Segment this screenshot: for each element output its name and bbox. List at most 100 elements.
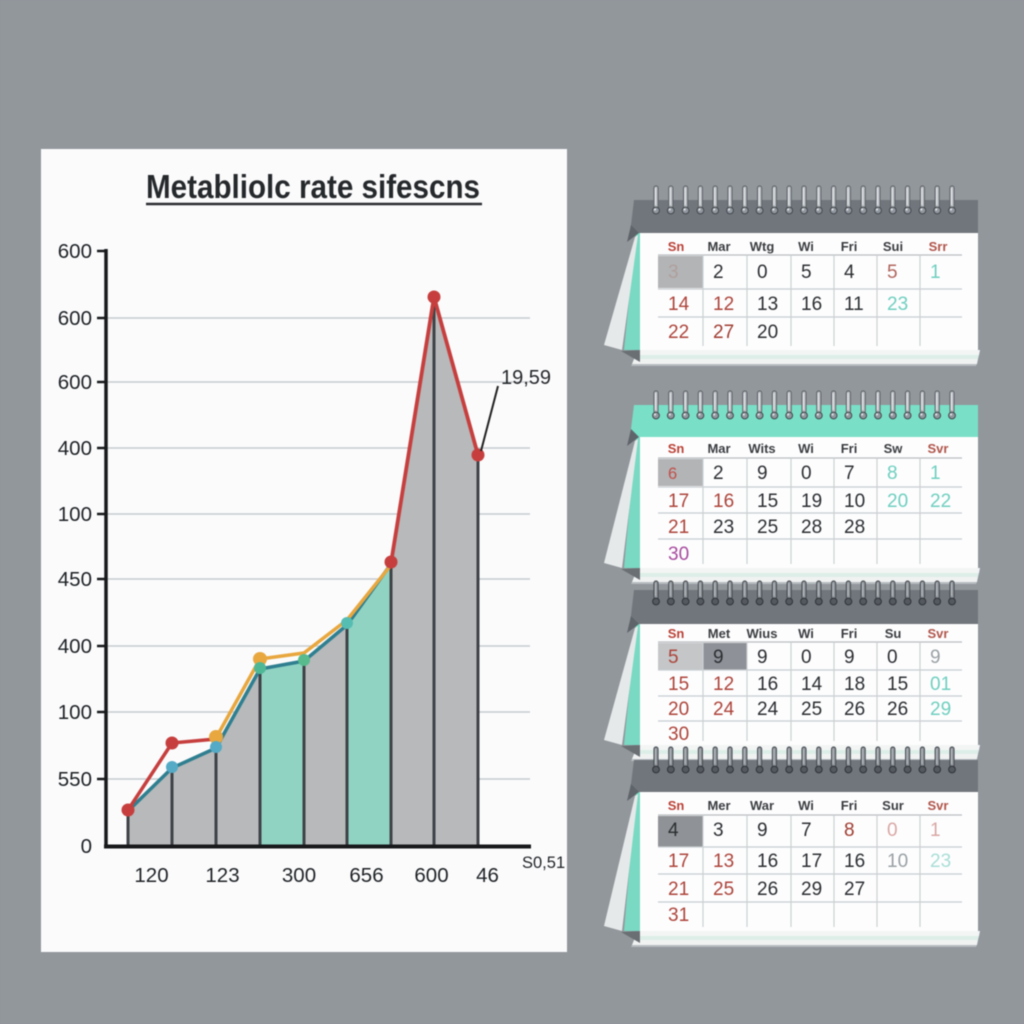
- svg-text:Fri: Fri: [841, 441, 858, 456]
- svg-text:300: 300: [282, 864, 316, 887]
- svg-text:7: 7: [844, 463, 855, 484]
- svg-text:6: 6: [668, 465, 677, 483]
- svg-text:20: 20: [887, 491, 908, 512]
- svg-text:0: 0: [801, 463, 812, 484]
- svg-text:16: 16: [757, 851, 778, 872]
- svg-text:Mar: Mar: [707, 239, 730, 254]
- svg-text:23: 23: [887, 294, 908, 315]
- svg-text:Fri: Fri: [841, 626, 858, 641]
- svg-text:2: 2: [713, 463, 724, 484]
- svg-text:Svr: Svr: [928, 441, 949, 456]
- svg-text:Wius: Wius: [747, 626, 778, 641]
- svg-text:21: 21: [668, 517, 689, 538]
- svg-text:5: 5: [887, 262, 898, 283]
- svg-text:Mar: Mar: [707, 441, 730, 456]
- svg-text:5: 5: [668, 647, 679, 668]
- svg-text:5: 5: [801, 262, 812, 283]
- svg-text:25: 25: [757, 517, 778, 538]
- svg-text:3: 3: [668, 262, 679, 283]
- svg-text:600: 600: [58, 371, 92, 394]
- svg-text:4: 4: [668, 820, 679, 841]
- svg-text:Fri: Fri: [841, 798, 858, 813]
- svg-text:9: 9: [757, 820, 768, 841]
- svg-text:27: 27: [713, 322, 734, 343]
- svg-text:9: 9: [844, 647, 855, 668]
- svg-text:16: 16: [757, 674, 778, 695]
- svg-text:21: 21: [668, 879, 689, 900]
- svg-text:30: 30: [668, 724, 689, 745]
- svg-text:17: 17: [801, 851, 822, 872]
- svg-text:23: 23: [930, 851, 951, 872]
- svg-text:Fri: Fri: [841, 239, 858, 254]
- svg-text:12: 12: [713, 294, 734, 315]
- svg-text:0: 0: [887, 820, 898, 841]
- svg-text:28: 28: [801, 517, 822, 538]
- svg-text:20: 20: [668, 699, 689, 720]
- svg-text:100: 100: [58, 701, 92, 724]
- svg-text:11: 11: [844, 294, 864, 315]
- svg-text:15: 15: [757, 491, 778, 512]
- svg-text:4: 4: [844, 262, 855, 283]
- svg-text:Sui: Sui: [883, 239, 903, 254]
- svg-text:0: 0: [887, 647, 898, 668]
- svg-text:Sn: Sn: [668, 798, 685, 813]
- svg-text:7: 7: [801, 820, 812, 841]
- svg-text:Sw: Sw: [884, 441, 904, 456]
- svg-text:Wi: Wi: [798, 239, 814, 254]
- svg-text:600: 600: [58, 307, 92, 330]
- svg-text:War: War: [750, 798, 774, 813]
- svg-text:22: 22: [668, 322, 689, 343]
- svg-text:17: 17: [668, 491, 689, 512]
- svg-text:01: 01: [930, 674, 951, 695]
- svg-text:17: 17: [668, 851, 689, 872]
- svg-text:25: 25: [801, 699, 822, 720]
- svg-text:2: 2: [713, 262, 724, 283]
- svg-text:19: 19: [801, 491, 822, 512]
- svg-text:16: 16: [801, 294, 822, 315]
- svg-text:1: 1: [930, 820, 941, 841]
- svg-text:26: 26: [887, 699, 908, 720]
- svg-text:26: 26: [757, 879, 778, 900]
- svg-text:13: 13: [713, 851, 734, 872]
- svg-text:8: 8: [887, 463, 898, 484]
- svg-text:28: 28: [844, 517, 865, 538]
- svg-text:Wi: Wi: [798, 441, 814, 456]
- svg-text:30: 30: [668, 544, 689, 565]
- svg-text:14: 14: [668, 294, 690, 315]
- svg-text:16: 16: [844, 851, 865, 872]
- svg-text:0: 0: [757, 262, 768, 283]
- svg-text:Wi: Wi: [798, 798, 814, 813]
- svg-text:Srr: Srr: [929, 239, 948, 254]
- svg-text:123: 123: [205, 864, 239, 887]
- svg-text:18: 18: [844, 674, 865, 695]
- svg-text:Sn: Sn: [668, 626, 685, 641]
- svg-text:Wi: Wi: [798, 626, 814, 641]
- svg-text:14: 14: [801, 674, 823, 695]
- svg-text:29: 29: [930, 699, 951, 720]
- svg-text:Wits: Wits: [748, 441, 775, 456]
- svg-text:Su: Su: [885, 626, 902, 641]
- svg-text:400: 400: [58, 437, 92, 460]
- svg-text:22: 22: [930, 491, 951, 512]
- svg-text:9: 9: [757, 647, 768, 668]
- svg-text:25: 25: [713, 879, 734, 900]
- svg-text:400: 400: [58, 635, 92, 658]
- svg-text:Mer: Mer: [707, 798, 730, 813]
- svg-text:0: 0: [81, 835, 92, 858]
- svg-text:S0,51: S0,51: [522, 854, 565, 872]
- svg-text:26: 26: [844, 699, 865, 720]
- svg-text:15: 15: [668, 674, 689, 695]
- svg-text:Wtg: Wtg: [750, 239, 775, 254]
- svg-text:600: 600: [414, 864, 448, 887]
- svg-text:8: 8: [844, 820, 855, 841]
- svg-text:450: 450: [58, 568, 92, 591]
- svg-text:120: 120: [134, 864, 168, 887]
- svg-text:Met: Met: [708, 626, 731, 641]
- svg-text:24: 24: [757, 699, 779, 720]
- svg-text:Metabliolc rate sifescns: Metabliolc rate sifescns: [146, 168, 480, 205]
- svg-text:27: 27: [844, 879, 865, 900]
- svg-text:15: 15: [887, 674, 908, 695]
- svg-text:Svr: Svr: [928, 798, 949, 813]
- svg-text:550: 550: [58, 768, 92, 791]
- svg-text:10: 10: [887, 851, 908, 872]
